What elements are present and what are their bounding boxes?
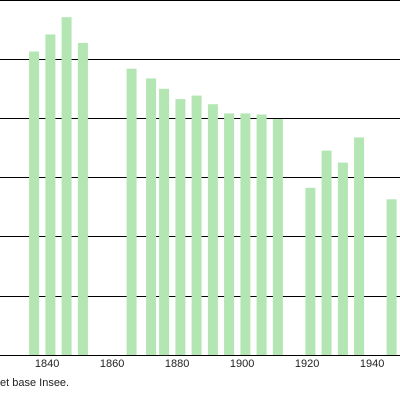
x-tick-label: 1940: [360, 358, 384, 370]
source-note: et base Insee.: [0, 377, 70, 389]
bar-1876: [159, 88, 170, 356]
bar-1911: [272, 119, 283, 355]
bar-1896: [224, 113, 235, 356]
x-tick-label: 1880: [165, 358, 189, 370]
x-tick-label: 1840: [35, 358, 59, 370]
bar-1891: [207, 104, 218, 355]
x-tick-label: 1900: [230, 358, 254, 370]
x-tick-label: 1860: [100, 358, 124, 370]
x-tick-label: 1920: [295, 358, 319, 370]
bar-1866: [126, 68, 137, 355]
bar-1921: [305, 187, 316, 355]
bar-1886: [191, 95, 202, 355]
bar-1841: [45, 34, 56, 356]
bar-1936: [354, 137, 365, 355]
bar-1926: [321, 150, 332, 355]
bar-1836: [29, 51, 40, 355]
bars: [29, 17, 397, 356]
bar-1906: [256, 114, 267, 355]
bar-1901: [240, 113, 251, 356]
bar-1881: [175, 99, 186, 355]
bar-1872: [146, 78, 157, 356]
bar-1846: [61, 17, 72, 355]
bar-1851: [77, 42, 88, 356]
bar-1931: [337, 162, 348, 355]
x-axis-ticks: 1840 1860 1880 1900 1920 1940: [35, 358, 384, 370]
bar-1946: [386, 199, 397, 355]
